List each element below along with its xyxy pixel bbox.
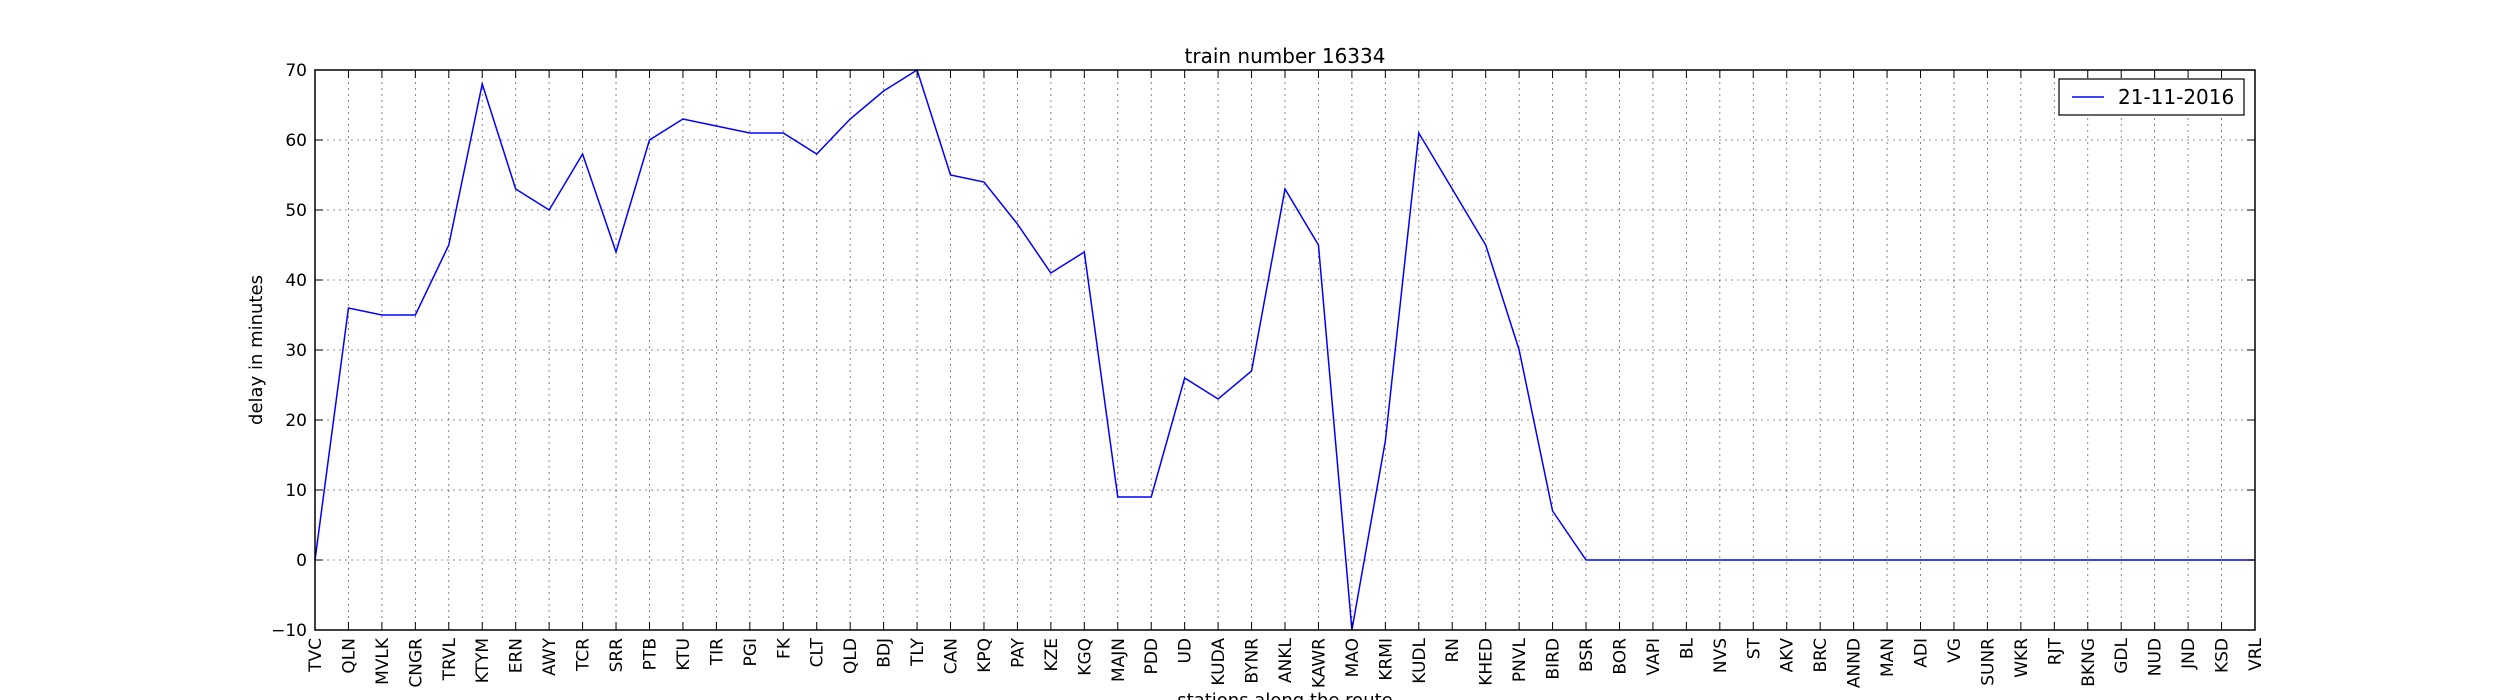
x-tick-label: CLT: [808, 637, 828, 667]
x-tick-label: KAWR: [1309, 638, 1329, 688]
x-tick-label: VAPI: [1644, 638, 1664, 675]
x-tick-label: BSR: [1577, 638, 1597, 672]
x-tick-label: AKV: [1778, 638, 1798, 673]
x-tick-label: KTU: [674, 638, 694, 671]
x-tick-label: VG: [1945, 638, 1965, 663]
x-tick-label: WKR: [2012, 638, 2032, 678]
x-tick-label: ERN: [507, 638, 527, 673]
x-tick-label: VRL: [2246, 637, 2266, 670]
y-tick-label: 50: [285, 201, 307, 221]
x-tick-label: CAN: [942, 638, 962, 674]
x-tick-label: ANKL: [1276, 637, 1296, 682]
x-tick-label: QLN: [339, 638, 359, 674]
x-tick-label: KUDA: [1209, 638, 1229, 686]
x-tick-label: BOR: [1610, 638, 1630, 675]
y-tick-label: 30: [285, 341, 307, 361]
x-tick-label: KGQ: [1075, 638, 1095, 676]
y-tick-label: 10: [285, 481, 307, 501]
x-tick-label: ST: [1744, 637, 1764, 659]
x-tick-label: BKNG: [2079, 638, 2099, 687]
x-tick-label: BIRD: [1544, 638, 1564, 680]
x-axis-title: stations along the route: [1177, 690, 1392, 700]
x-tick-label: ANND: [1845, 638, 1865, 688]
x-tick-label: KSD: [2213, 638, 2233, 673]
x-tick-label: TVC: [306, 638, 326, 673]
x-tick-label: SUNR: [1978, 638, 1998, 686]
y-axis-title: delay in minutes: [246, 275, 267, 425]
x-tick-label: BL: [1677, 637, 1697, 659]
x-tick-label: KPQ: [975, 638, 995, 673]
x-tick-label: KRMI: [1376, 638, 1396, 681]
y-tick-label: 20: [285, 411, 307, 431]
x-tick-label: PGI: [741, 638, 761, 666]
x-tick-label: PTB: [640, 638, 660, 670]
x-tick-label: GDL: [2112, 637, 2132, 673]
x-tick-label: TRVL: [440, 637, 460, 681]
plot-background: [315, 70, 2255, 630]
y-tick-labels: −10 0 10 20 30 40 50 60 70: [271, 61, 307, 641]
x-tick-label: RN: [1443, 638, 1463, 663]
x-tick-label: KZE: [1042, 638, 1062, 672]
y-tick-label: 60: [285, 131, 307, 151]
legend: 21-11-2016: [2058, 78, 2245, 116]
x-tick-label: FK: [774, 637, 794, 659]
x-tick-label: MVLK: [373, 637, 393, 685]
x-tick-labels: TVC QLN MVLK CNGR TRVL KTYM ERN AWY TCR SRR PTB KTU…: [306, 637, 2266, 688]
y-tick-label: −10: [271, 621, 307, 641]
chart-title: train number 16334: [1185, 44, 1386, 68]
x-tick-label: JND: [2179, 638, 2199, 670]
y-tick-label: 40: [285, 271, 307, 291]
x-tick-label: MAN: [1878, 638, 1898, 677]
x-tick-label: TCR: [574, 638, 594, 672]
x-tick-label: BRC: [1811, 638, 1831, 673]
x-tick-label: MAJN: [1109, 638, 1129, 682]
axis-ticks: [314, 69, 2256, 631]
y-tick-label: 70: [285, 61, 307, 81]
y-tick-label: 0: [296, 551, 307, 571]
x-tick-label: MAO: [1343, 638, 1363, 677]
x-tick-label: SRR: [607, 638, 627, 673]
legend-label: 21-11-2016: [2118, 85, 2234, 109]
x-tick-label: NUD: [2146, 638, 2166, 676]
x-tick-label: KHED: [1477, 638, 1497, 686]
x-tick-label: RJT: [2045, 637, 2065, 665]
x-tick-label: NVS: [1711, 638, 1731, 673]
x-tick-label: AWY: [540, 637, 560, 676]
x-tick-label: TIR: [707, 638, 727, 666]
x-tick-label: CNGR: [406, 638, 426, 688]
series-layer: [314, 68, 2256, 631]
x-tick-label: KUDL: [1410, 637, 1430, 683]
x-tick-label: BDJ: [875, 638, 895, 668]
x-tick-label: TLY: [908, 637, 928, 667]
x-tick-label: PDD: [1142, 638, 1162, 674]
x-tick-label: PNVL: [1510, 637, 1530, 682]
x-tick-label: KTYM: [473, 638, 493, 683]
x-tick-label: PAY: [1008, 637, 1028, 667]
x-tick-label: QLD: [841, 638, 861, 674]
x-tick-label: BYNR: [1243, 638, 1263, 684]
x-tick-label: ADI: [1912, 638, 1932, 668]
x-tick-label: UD: [1176, 638, 1196, 664]
